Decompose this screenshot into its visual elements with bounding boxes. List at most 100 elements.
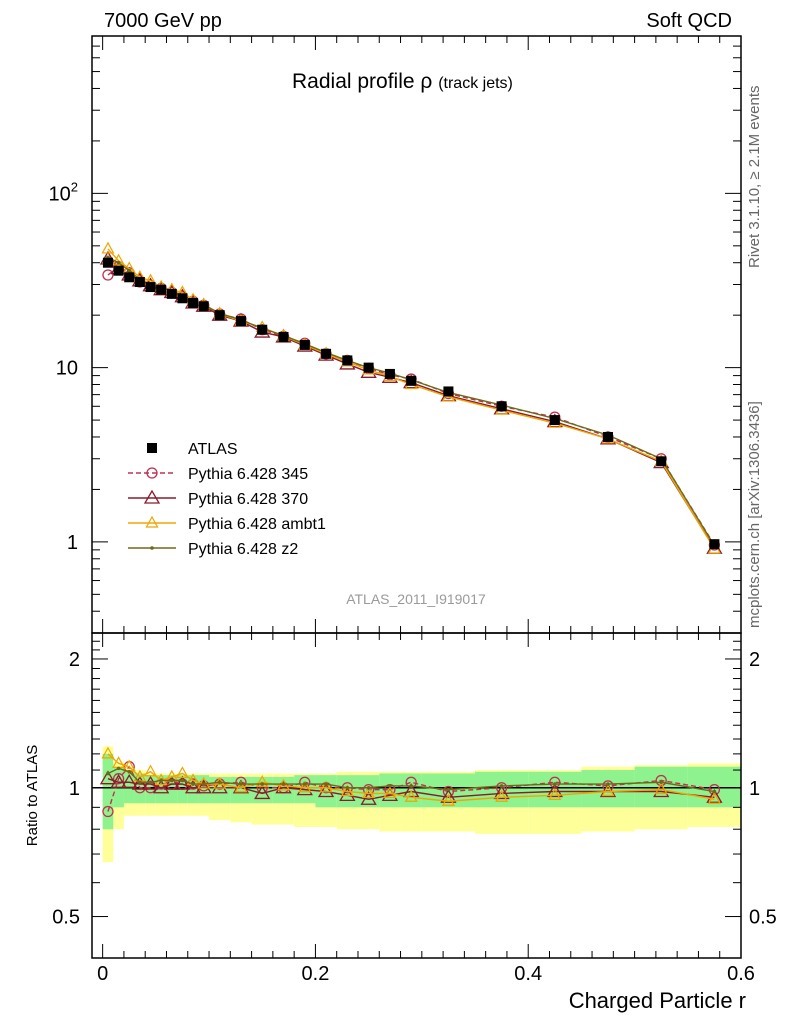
- stat-uncertainty-band: [102, 753, 114, 830]
- main-point: [102, 257, 113, 268]
- ratio-point: [106, 771, 110, 776]
- main-point: [443, 386, 454, 397]
- legend-marker: [143, 489, 161, 504]
- ratio-point: [254, 785, 271, 800]
- main-point: [113, 265, 124, 276]
- ratio-point: [360, 790, 377, 805]
- ratio-point: [127, 769, 132, 774]
- ratio-point: [184, 779, 202, 794]
- main-point: [656, 456, 667, 467]
- ratio-point: [302, 782, 307, 786]
- ratio-point: [324, 782, 328, 786]
- ratio-point: [153, 779, 170, 794]
- stat-uncertainty-band: [198, 775, 210, 804]
- ratio-point: [403, 783, 420, 798]
- ratio-point: [409, 784, 413, 788]
- main-point: [549, 415, 560, 426]
- ratio-point: [606, 782, 610, 786]
- main-point: [127, 268, 132, 273]
- stat-uncertainty-band: [379, 773, 401, 808]
- main-point: [112, 253, 126, 266]
- legend-label: ATLAS: [188, 441, 238, 458]
- ratio-point: [121, 773, 138, 788]
- ratio-point: [239, 782, 243, 786]
- ratio-point: [548, 788, 562, 800]
- ratio-point: [441, 793, 455, 806]
- main-point: [188, 297, 199, 308]
- main-point: [198, 301, 209, 312]
- ratio-point: [112, 773, 125, 785]
- ratio-y-tick-label: 2: [69, 649, 80, 671]
- main-point: [406, 375, 417, 386]
- ratio-point: [148, 780, 153, 785]
- ratio-y-tick-label: 0.5: [52, 907, 80, 929]
- ratio-point: [217, 780, 222, 785]
- header-right: Soft QCD: [646, 10, 732, 32]
- ratio-point: [144, 764, 158, 777]
- ratio-series-line: [107, 765, 715, 812]
- ratio-point: [446, 787, 451, 792]
- ratio-point: [142, 775, 159, 790]
- stat-uncertainty-band: [581, 770, 635, 808]
- ratio-point: [440, 788, 457, 803]
- main-point: [102, 269, 114, 281]
- ratio-point: [340, 784, 354, 797]
- stat-uncertainty-band: [251, 776, 273, 804]
- ratio-point: [362, 783, 375, 796]
- main-point: [214, 310, 225, 321]
- main-point: [235, 316, 246, 327]
- ratio-point: [495, 790, 509, 802]
- ratio-point: [255, 775, 269, 787]
- main-point: [177, 293, 188, 304]
- ratio-point: [366, 785, 371, 790]
- ratio-point: [317, 783, 335, 798]
- plot-title: Radial profile ρ (track jets): [292, 70, 513, 93]
- ratio-y-tick-label-right: 0.5: [749, 907, 777, 929]
- main-point: [124, 272, 135, 283]
- ratio-point: [707, 792, 721, 804]
- ratio-point: [319, 780, 333, 793]
- ratio-point: [201, 782, 206, 786]
- main-point: [321, 348, 332, 359]
- main-point: [134, 277, 145, 288]
- ratio-point: [553, 782, 557, 786]
- ratio-point: [175, 766, 189, 779]
- ratio-point: [708, 783, 721, 796]
- ratio-point: [195, 779, 212, 794]
- ratio-point: [174, 775, 191, 790]
- ratio-point: [599, 783, 617, 798]
- ratio-y-tick-label-right: 1: [749, 778, 760, 800]
- legend-marker: [146, 467, 158, 479]
- ratio-panel-frame: [91, 632, 742, 959]
- ratio-point: [339, 787, 356, 801]
- x-tick-label: 0.4: [514, 963, 542, 985]
- ratio-point: [163, 775, 180, 790]
- ratio-point: [281, 782, 286, 786]
- legend-marker: [147, 443, 157, 453]
- ratio-point: [388, 784, 392, 788]
- legend-label: Pythia 6.428 370: [188, 491, 308, 508]
- ratio-point: [706, 788, 723, 803]
- stat-uncertainty-band: [475, 771, 529, 808]
- ratio-point: [110, 773, 127, 788]
- x-axis-label: Charged Particle r: [569, 988, 746, 1013]
- ratio-point: [654, 782, 668, 795]
- ratio-point: [159, 778, 163, 783]
- y-tick-label: 102: [49, 179, 78, 205]
- ratio-point: [99, 770, 117, 785]
- main-point: [145, 282, 156, 293]
- ratio-point: [191, 782, 195, 786]
- ratio-point: [659, 780, 664, 785]
- main-point: [363, 362, 374, 373]
- ratio-y-tick-label: 1: [69, 778, 80, 800]
- ratio-point: [131, 775, 149, 790]
- legend-marker: [145, 515, 159, 528]
- main-point: [166, 288, 177, 299]
- x-tick-label: 0.2: [302, 963, 330, 985]
- x-tick-label: 0: [97, 963, 108, 985]
- ratio-point: [260, 782, 265, 786]
- ratio-point: [180, 778, 185, 783]
- ratio-point: [345, 785, 350, 790]
- legend-label: Pythia 6.428 z2: [188, 541, 298, 558]
